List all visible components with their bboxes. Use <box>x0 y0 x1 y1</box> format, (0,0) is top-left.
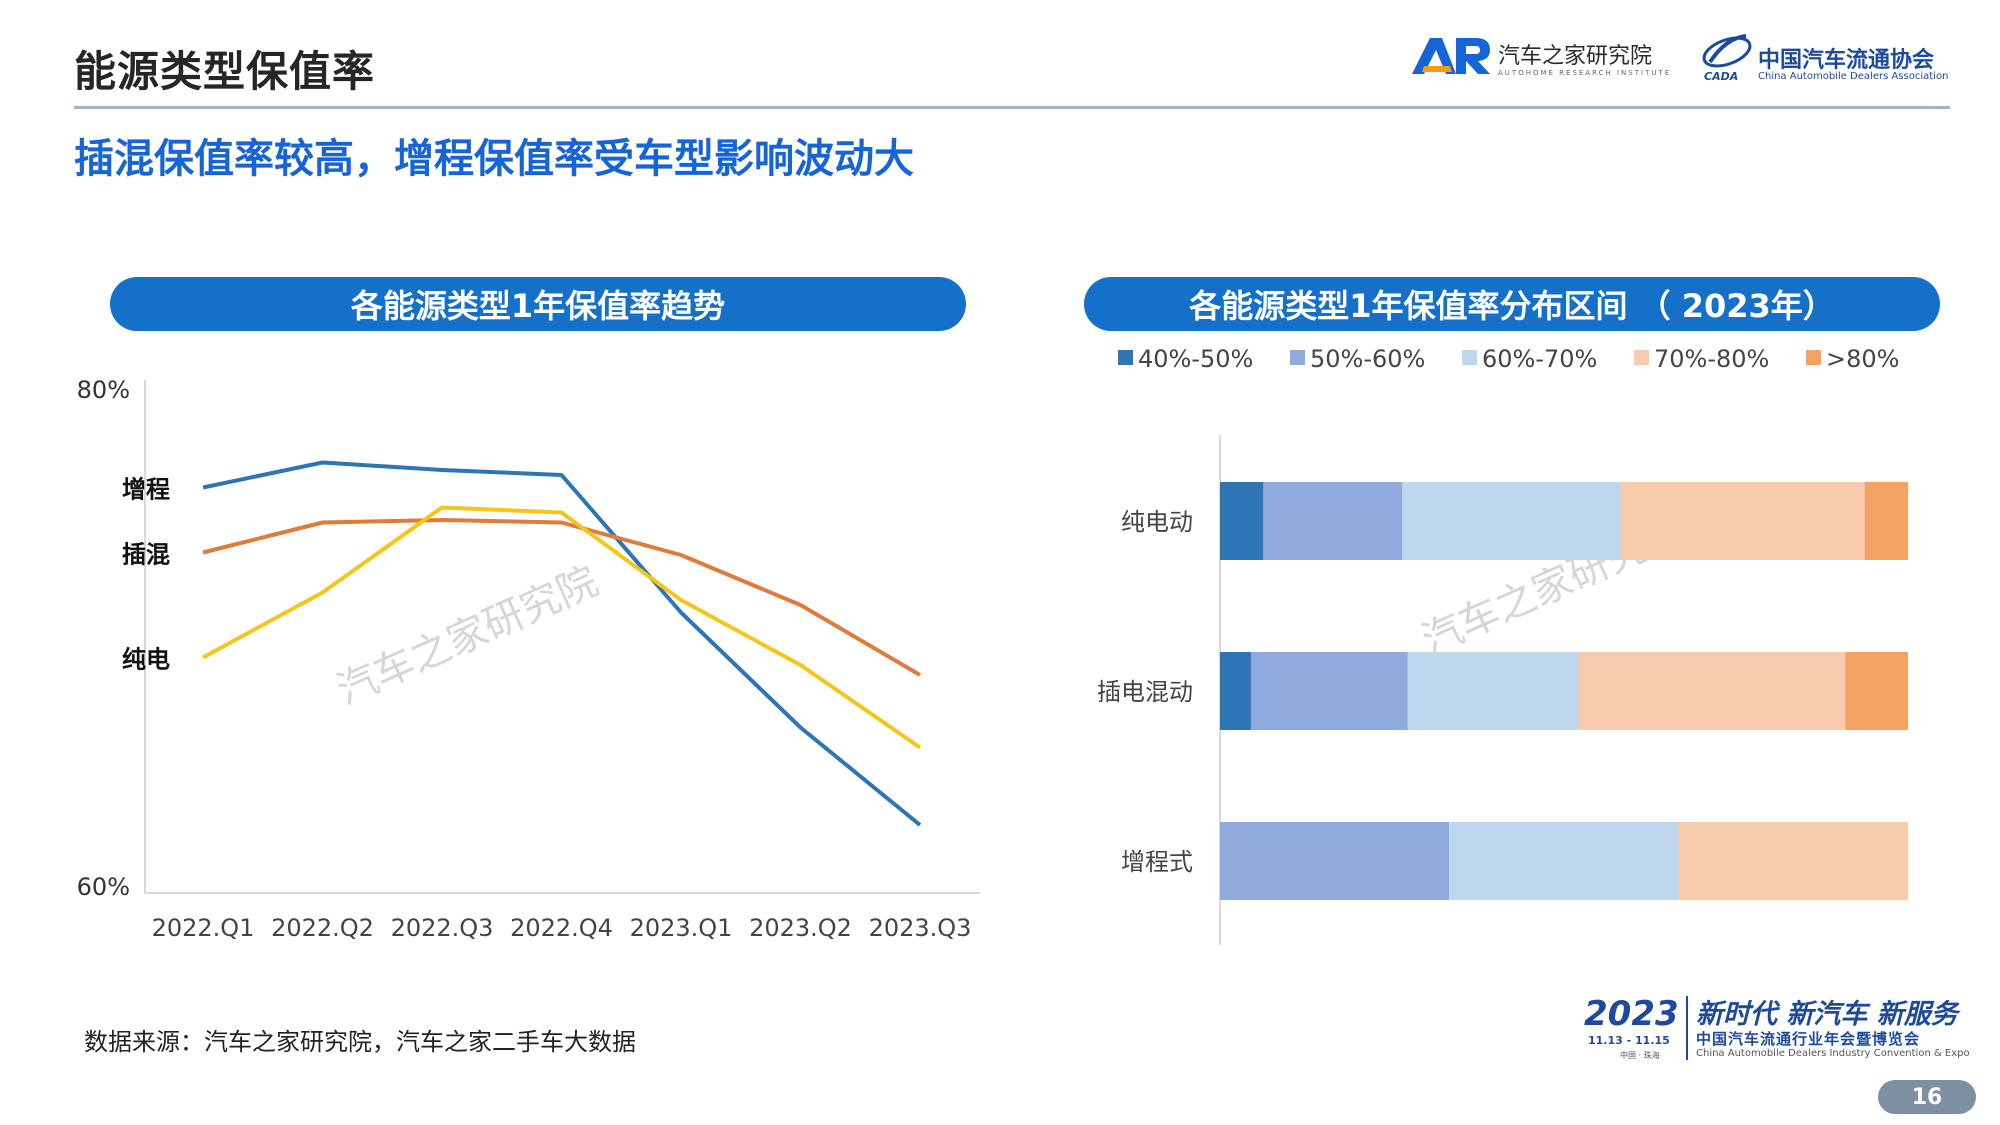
bar-segment <box>1220 822 1450 900</box>
bar-segment <box>1220 482 1264 560</box>
ar-logo-text: 汽车之家研究院 <box>1498 44 1653 69</box>
series-line-1 <box>202 460 922 827</box>
expo-slogan: 新时代 新汽车 新服务 <box>1696 999 1958 1030</box>
expo-name-en: China Automobile Dealers Industry Conven… <box>1696 1048 1970 1059</box>
expo-year: 2023 <box>1584 994 1679 1034</box>
category-label: 增程式 <box>1121 848 1193 876</box>
bar-segment <box>1407 652 1579 730</box>
y-tick-label: 60% <box>77 873 130 901</box>
legend-swatch <box>1634 350 1649 365</box>
legend-label: >80% <box>1826 345 1899 373</box>
legend-swatch <box>1806 350 1821 365</box>
x-tick-label: 2023.Q1 <box>630 914 733 942</box>
ar-logo-en: AUTOHOME RESEARCH INSTITUTE <box>1498 69 1672 77</box>
bar-segment <box>1449 822 1679 900</box>
page-title: 能源类型保值率 <box>74 47 376 96</box>
category-label: 纯电动 <box>1121 508 1193 536</box>
autohome-research-logo: 汽车之家研究院 AUTOHOME RESEARCH INSTITUTE <box>1410 34 1669 80</box>
expo-location: 中国 · 珠海 <box>1620 1051 1660 1060</box>
category-label: 插电混动 <box>1097 678 1193 706</box>
bar-segment <box>1220 652 1251 730</box>
watermark-left: 汽车之家研究院 <box>330 558 605 714</box>
bar-segment <box>1678 822 1908 900</box>
x-tick-label: 2022.Q1 <box>152 914 255 942</box>
cada-logo: CADA 中国汽车流通协会 China Automobile Dealers A… <box>1700 30 1960 86</box>
bar-chart-title: 各能源类型1年保值率分布区间 （ 2023年） <box>1084 277 1940 331</box>
y-tick-label: 80% <box>77 376 130 404</box>
legend-label: 60%-70% <box>1482 345 1597 373</box>
data-source-note: 数据来源：汽车之家研究院，汽车之家二手车大数据 <box>84 1028 636 1056</box>
bar-segment <box>1402 482 1621 560</box>
x-tick-label: 2022.Q4 <box>510 914 613 942</box>
cada-logo-en: China Automobile Dealers Association <box>1758 71 1949 82</box>
bar-segment <box>1263 482 1403 560</box>
legend-swatch <box>1290 350 1305 365</box>
cada-logo-abbr: CADA <box>1704 70 1739 83</box>
page-number: 16 <box>1878 1080 1976 1114</box>
series-line-3 <box>202 505 922 750</box>
bar-segment <box>1578 652 1846 730</box>
x-tick-label: 2022.Q3 <box>391 914 494 942</box>
bar-segment <box>1620 482 1865 560</box>
bar-segment <box>1250 652 1408 730</box>
legend-label: 40%-50% <box>1138 345 1253 373</box>
cada-logo-icon <box>1702 34 1752 68</box>
legend-label: 50%-60% <box>1310 345 1425 373</box>
series-label: 插混 <box>122 541 170 569</box>
series-line-2 <box>202 518 922 677</box>
legend-swatch <box>1462 350 1477 365</box>
header-divider <box>74 106 1950 109</box>
x-tick-label: 2023.Q2 <box>749 914 852 942</box>
expo-divider <box>1686 996 1688 1060</box>
bar-segment <box>1845 652 1908 730</box>
x-tick-label: 2022.Q2 <box>271 914 374 942</box>
slide-subtitle: 插混保值率较高，增程保值率受车型影响波动大 <box>74 136 914 182</box>
legend-swatch <box>1118 350 1133 365</box>
series-label: 纯电 <box>122 646 170 674</box>
legend-label: 70%-80% <box>1654 345 1769 373</box>
expo-logo: 2023 11.13 - 11.15 中国 · 珠海 新时代 新汽车 新服务 中… <box>1584 994 1984 1064</box>
x-tick-label: 2023.Q3 <box>869 914 972 942</box>
ar-logo-icon <box>1412 38 1490 74</box>
bar-segment <box>1864 482 1908 560</box>
cada-logo-text: 中国汽车流通协会 <box>1758 47 1935 73</box>
series-label: 增程 <box>122 476 170 504</box>
expo-name-cn: 中国汽车流通行业年会暨博览会 <box>1696 1030 1921 1048</box>
expo-dates: 11.13 - 11.15 <box>1588 1034 1670 1047</box>
line-chart-title: 各能源类型1年保值率趋势 <box>110 277 966 331</box>
